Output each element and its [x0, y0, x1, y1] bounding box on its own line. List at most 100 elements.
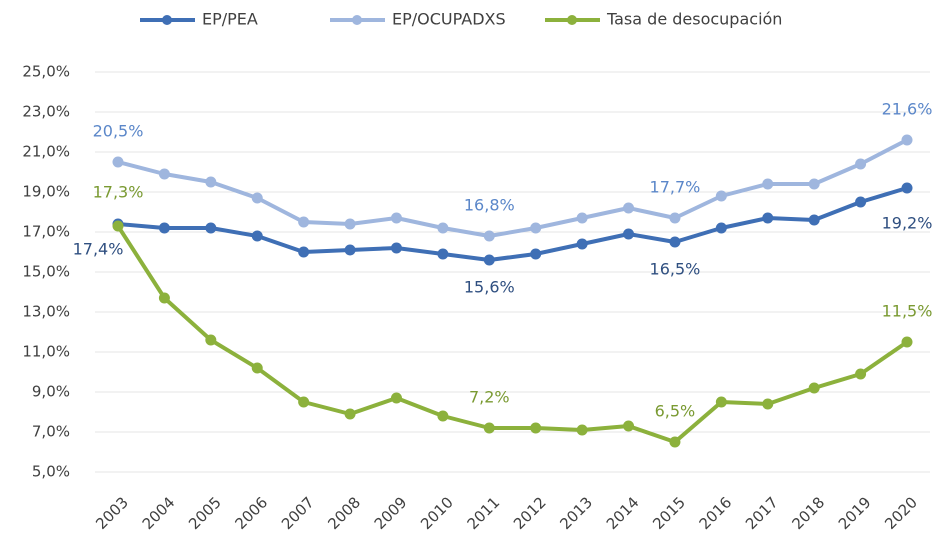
legend-marker — [567, 15, 577, 25]
legend-marker — [162, 15, 172, 25]
data-label: 21,6% — [882, 100, 933, 119]
data-point — [390, 242, 402, 254]
data-point — [808, 178, 820, 190]
x-tick-label: 2007 — [278, 493, 318, 533]
x-tick-label: 2014 — [603, 493, 643, 533]
y-tick-label: 19,0% — [22, 183, 70, 201]
x-tick-label: 2013 — [556, 493, 596, 533]
data-point — [530, 422, 542, 434]
data-point — [205, 176, 217, 188]
data-point — [112, 156, 124, 168]
data-point — [855, 158, 867, 170]
data-point — [762, 212, 774, 224]
data-label: 17,7% — [650, 178, 701, 197]
series-line — [117, 138, 908, 238]
data-point — [483, 230, 495, 242]
x-tick-label: 2018 — [788, 493, 828, 533]
data-point — [576, 424, 588, 436]
data-point — [344, 244, 356, 256]
data-point — [483, 254, 495, 266]
data-label: 20,5% — [93, 122, 144, 141]
data-point — [205, 334, 217, 346]
data-point — [808, 382, 820, 394]
data-point — [855, 196, 867, 208]
data-point — [158, 292, 170, 304]
data-point — [390, 212, 402, 224]
data-point — [251, 192, 263, 204]
data-label: 19,2% — [882, 214, 933, 233]
data-label: 17,3% — [93, 183, 144, 202]
x-tick-label: 2003 — [92, 493, 132, 533]
data-point — [437, 222, 449, 234]
x-tick-label: 2005 — [185, 493, 225, 533]
x-tick-label: 2008 — [324, 493, 364, 533]
data-point — [437, 248, 449, 260]
y-tick-label: 17,0% — [22, 223, 70, 241]
x-tick-label: 2006 — [232, 493, 272, 533]
data-point — [158, 168, 170, 180]
data-point — [855, 368, 867, 380]
data-point — [762, 398, 774, 410]
y-tick-label: 9,0% — [32, 383, 70, 401]
data-label: 7,2% — [469, 388, 510, 407]
legend-marker — [352, 15, 362, 25]
data-point — [112, 220, 124, 232]
data-point — [669, 236, 681, 248]
data-point — [715, 396, 727, 408]
data-label: 15,6% — [464, 278, 515, 297]
data-point — [901, 182, 913, 194]
data-label: 17,4% — [73, 240, 124, 259]
legend-label: EP/OCUPADXS — [392, 10, 506, 29]
y-tick-label: 15,0% — [22, 263, 70, 281]
data-point — [205, 222, 217, 234]
data-point — [901, 134, 913, 146]
y-tick-label: 11,0% — [22, 343, 70, 361]
data-point — [715, 190, 727, 202]
series-line — [116, 224, 909, 444]
data-point — [298, 246, 310, 258]
data-point — [623, 202, 635, 214]
y-tick-label: 7,0% — [32, 423, 70, 441]
data-label: 16,8% — [464, 196, 515, 215]
data-label: 11,5% — [882, 302, 933, 321]
x-tick-label: 2004 — [139, 493, 179, 533]
data-point — [251, 230, 263, 242]
data-point — [390, 392, 402, 404]
x-tick-label: 2017 — [742, 493, 782, 533]
data-label: 6,5% — [655, 402, 696, 421]
x-tick-label: 2016 — [696, 493, 736, 533]
legend-label: EP/PEA — [202, 10, 258, 29]
data-point — [298, 396, 310, 408]
x-tick-label: 2020 — [881, 493, 921, 533]
data-point — [762, 178, 774, 190]
y-tick-label: 23,0% — [22, 103, 70, 121]
data-label: 16,5% — [650, 260, 701, 279]
y-tick-label: 21,0% — [22, 143, 70, 161]
data-point — [298, 216, 310, 228]
data-point — [669, 436, 681, 448]
data-point — [530, 248, 542, 260]
series-line — [117, 186, 908, 262]
y-tick-label: 13,0% — [22, 303, 70, 321]
x-tick-label: 2015 — [649, 493, 689, 533]
data-point — [576, 238, 588, 250]
x-tick-label: 2010 — [417, 493, 457, 533]
data-point — [623, 228, 635, 240]
data-point — [344, 218, 356, 230]
x-tick-label: 2012 — [510, 493, 550, 533]
data-point — [483, 422, 495, 434]
data-point — [808, 214, 820, 226]
data-point — [344, 408, 356, 420]
data-point — [715, 222, 727, 234]
data-point — [669, 212, 681, 224]
data-point — [530, 222, 542, 234]
data-point — [576, 212, 588, 224]
data-point — [251, 362, 263, 374]
x-tick-label: 2011 — [464, 493, 504, 533]
legend-label: Tasa de desocupación — [606, 10, 782, 29]
y-tick-label: 5,0% — [32, 463, 70, 481]
x-tick-label: 2009 — [371, 493, 411, 533]
y-tick-label: 25,0% — [22, 63, 70, 81]
x-tick-label: 2019 — [835, 493, 875, 533]
